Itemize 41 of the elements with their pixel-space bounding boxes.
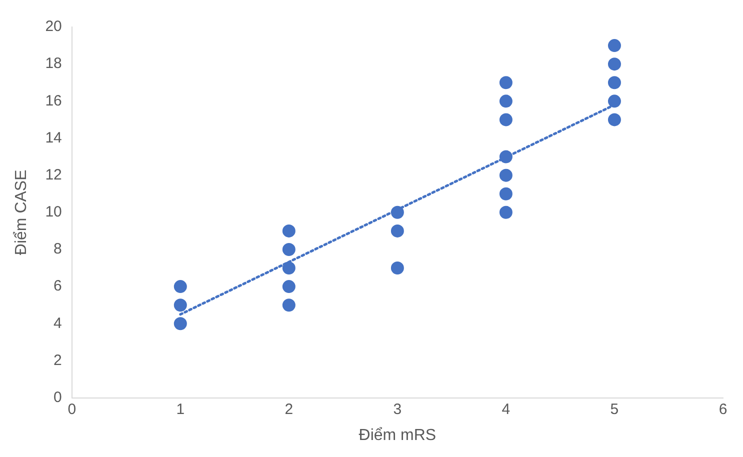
y-tick-label: 6 xyxy=(54,278,62,295)
point xyxy=(282,280,296,294)
point xyxy=(282,262,296,275)
y-tick-label: 8 xyxy=(54,240,62,258)
x-tick-label: 0 xyxy=(68,400,76,418)
x-tick-label: 5 xyxy=(610,400,619,418)
x-tick-label: 6 xyxy=(718,400,728,418)
y-tick-label: 14 xyxy=(45,129,62,146)
point xyxy=(174,317,187,330)
x-tick-label: 3 xyxy=(393,400,402,418)
point xyxy=(390,262,404,275)
point xyxy=(499,187,512,200)
point xyxy=(499,94,512,108)
point xyxy=(608,76,621,90)
point xyxy=(174,298,187,312)
point xyxy=(608,58,621,71)
x-tick-label: 4 xyxy=(502,400,510,418)
y-tick-label: 18 xyxy=(45,55,62,72)
y-tick-label: 2 xyxy=(54,352,62,369)
x-axis-title: Điểm mRS xyxy=(358,426,436,444)
point xyxy=(174,280,187,294)
point xyxy=(282,224,296,238)
point xyxy=(499,113,512,126)
y-tick-label: 0 xyxy=(54,388,62,406)
point xyxy=(608,113,621,126)
y-tick-label: 4 xyxy=(54,314,62,332)
point xyxy=(499,206,512,219)
y-tick-label: 10 xyxy=(45,204,62,221)
y-axis-title: Điểm CASE xyxy=(13,170,30,256)
y-tick-label: 12 xyxy=(45,166,62,184)
point xyxy=(499,168,512,182)
point xyxy=(608,94,621,108)
point xyxy=(282,298,296,312)
point xyxy=(608,39,621,52)
y-tick-label: 16 xyxy=(45,92,62,110)
x-tick-label: 1 xyxy=(176,400,185,418)
y-tick-label: 20 xyxy=(45,18,62,36)
x-tick-label: 2 xyxy=(284,400,294,418)
point xyxy=(282,242,296,256)
point xyxy=(390,224,404,238)
point xyxy=(499,76,512,90)
